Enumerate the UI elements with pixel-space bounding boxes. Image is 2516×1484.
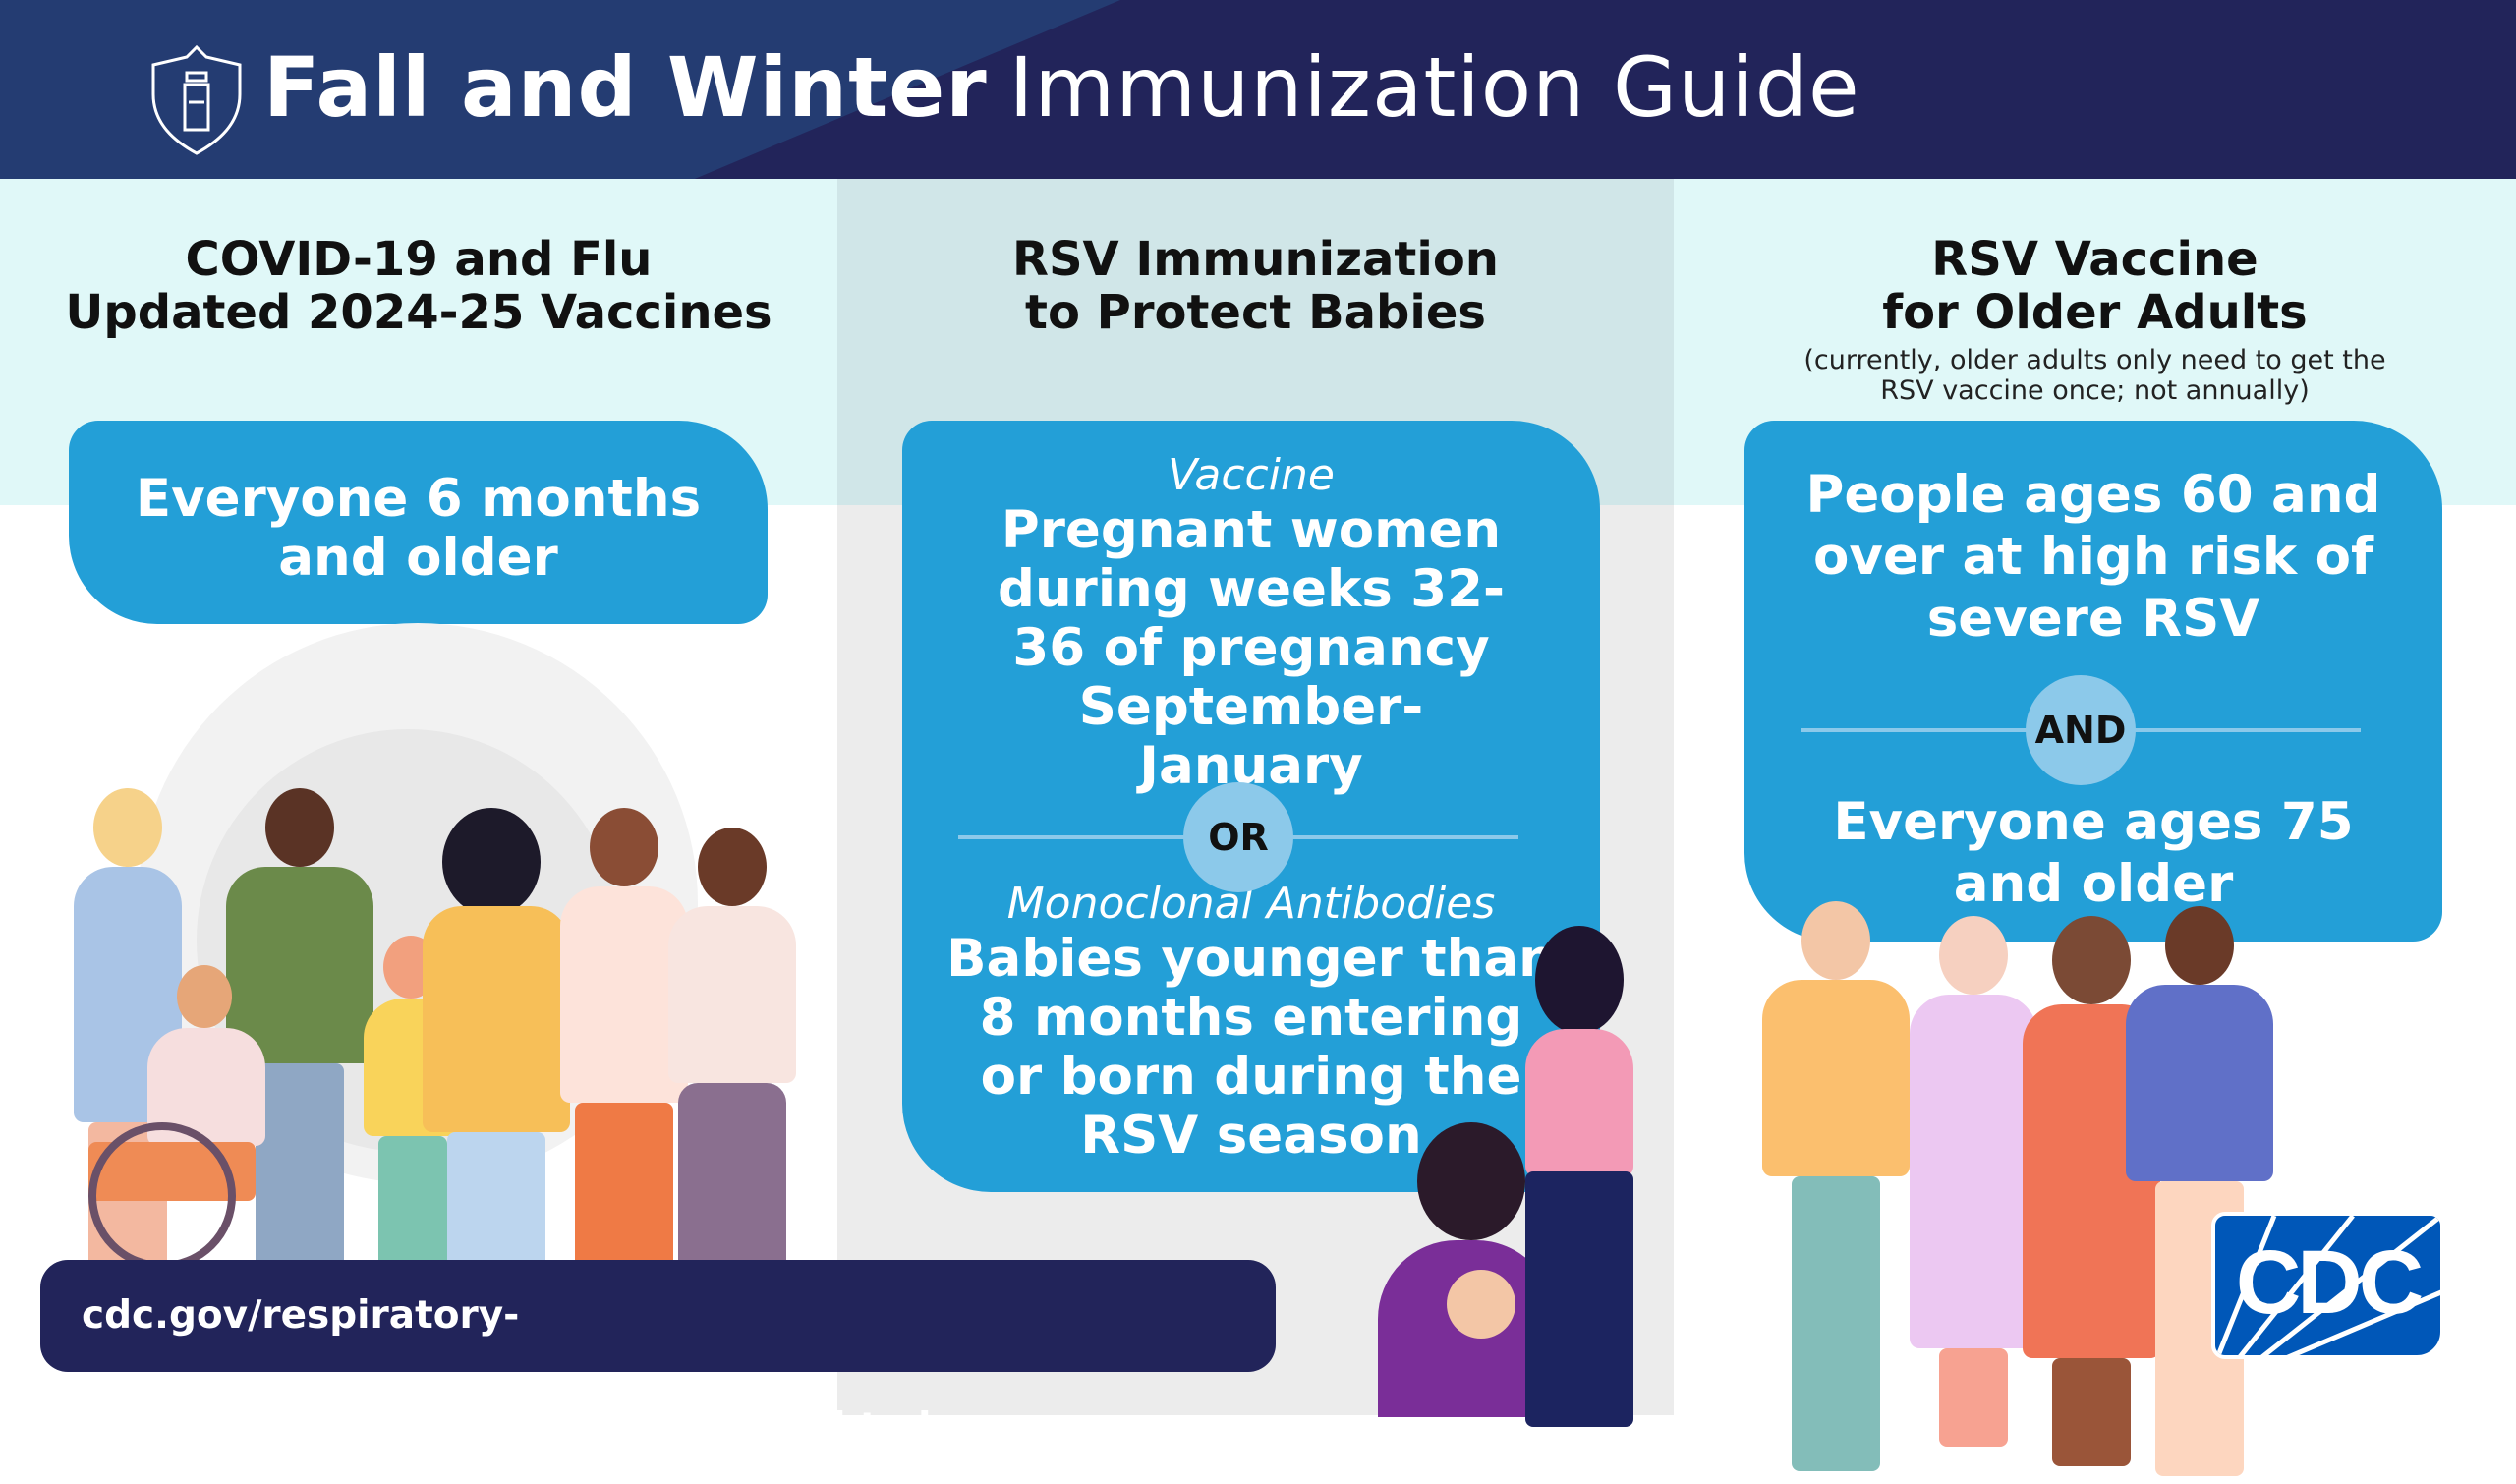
shield-vial-icon bbox=[151, 45, 242, 155]
cdc-logo: CDC bbox=[2211, 1212, 2444, 1359]
column-heading: RSV Immunization to Protect Babies bbox=[837, 233, 1674, 339]
criterion-75-plus: Everyone ages 75 and older bbox=[1833, 792, 2354, 914]
and-badge: AND bbox=[2026, 675, 2136, 785]
header-banner: Fall and Winter Immunization Guide bbox=[0, 0, 2516, 179]
eligibility-text: Everyone 6 months and older bbox=[135, 469, 702, 588]
url-link[interactable]: cdc.gov/respiratory-viruses/prevention/i… bbox=[40, 1260, 1276, 1450]
cdc-rays-icon bbox=[2215, 1216, 2440, 1355]
title-bold: Fall and Winter bbox=[263, 39, 988, 136]
separator-line: OR bbox=[958, 782, 1518, 892]
column-rsv-babies: RSV Immunization to Protect Babies Vacci… bbox=[837, 179, 1674, 1427]
rsv-older-box: People ages 60 and over at high risk of … bbox=[1744, 421, 2442, 942]
cdc-logo-text: CDC bbox=[2235, 1232, 2424, 1333]
page-title: Fall and Winter Immunization Guide bbox=[263, 39, 1860, 136]
criterion-60-plus: People ages 60 and over at high risk of … bbox=[1805, 465, 2381, 649]
option-text-vaccine: Pregnant women during weeks 32-36 of pre… bbox=[998, 500, 1505, 796]
column-heading: COVID-19 and Flu Updated 2024-25 Vaccine… bbox=[0, 233, 837, 339]
column-heading: RSV Vaccine for Older Adults (currently,… bbox=[1674, 233, 2516, 406]
eligibility-box: Everyone 6 months and older bbox=[69, 421, 768, 624]
heading-line: COVID-19 and Flu bbox=[185, 232, 653, 287]
heading-line: RSV Immunization bbox=[1012, 232, 1499, 287]
option-label-vaccine: Vaccine bbox=[1168, 450, 1335, 500]
heading-line: to Protect Babies bbox=[1025, 285, 1486, 340]
heading-line: for Older Adults bbox=[1882, 285, 2308, 340]
option-text-antibodies: Babies younger than 8 months entering or… bbox=[946, 929, 1556, 1166]
column-rsv-older-adults: RSV Vaccine for Older Adults (currently,… bbox=[1674, 179, 2516, 1476]
or-badge: OR bbox=[1183, 782, 1293, 892]
column-note: (currently, older adults only need to ge… bbox=[1803, 345, 2386, 406]
heading-line: Updated 2024-25 Vaccines bbox=[65, 285, 772, 340]
rsv-babies-box: Vaccine Pregnant women during weeks 32-3… bbox=[902, 421, 1600, 1192]
title-light: Immunization Guide bbox=[1008, 39, 1860, 136]
separator-line: AND bbox=[1801, 675, 2361, 785]
column-covid-flu: COVID-19 and Flu Updated 2024-25 Vaccine… bbox=[0, 179, 837, 1415]
heading-line: RSV Vaccine bbox=[1931, 232, 2259, 287]
